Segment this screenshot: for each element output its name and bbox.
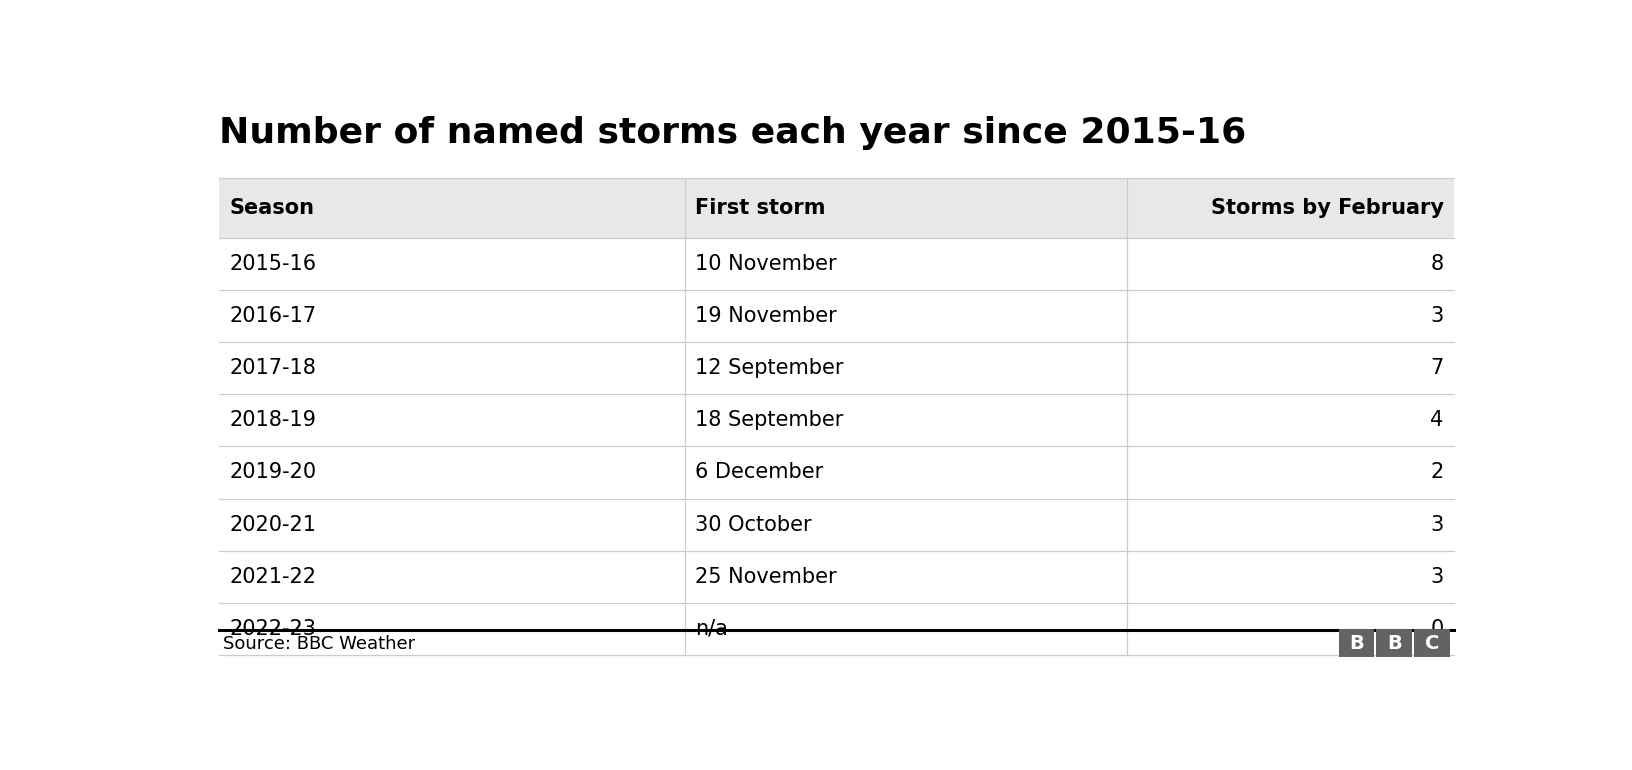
Text: 6 December: 6 December: [695, 463, 823, 483]
Text: 10 November: 10 November: [695, 254, 836, 274]
Bar: [219, 394, 1454, 447]
Bar: [219, 498, 1454, 551]
Text: Number of named storms each year since 2015-16: Number of named storms each year since 2…: [219, 116, 1247, 150]
Text: 2016-17: 2016-17: [228, 306, 317, 326]
Text: First storm: First storm: [695, 198, 826, 218]
Bar: [219, 238, 1454, 290]
Text: n/a: n/a: [695, 619, 728, 639]
Bar: [219, 342, 1454, 394]
Bar: [219, 551, 1454, 603]
Bar: [1338, 629, 1374, 658]
Text: 25 November: 25 November: [695, 567, 836, 587]
Text: 18 September: 18 September: [695, 410, 844, 430]
Text: B: B: [1387, 634, 1402, 653]
Text: 12 September: 12 September: [695, 358, 844, 378]
Text: 2022-23: 2022-23: [228, 619, 317, 639]
Text: 3: 3: [1430, 567, 1443, 587]
Text: 2015-16: 2015-16: [228, 254, 317, 274]
Text: 19 November: 19 November: [695, 306, 837, 326]
Text: 30 October: 30 October: [695, 514, 811, 534]
Text: Season: Season: [228, 198, 315, 218]
Bar: [1415, 629, 1449, 658]
Text: B: B: [1350, 634, 1364, 653]
Text: C: C: [1425, 634, 1439, 653]
Bar: [219, 447, 1454, 498]
Bar: [219, 603, 1454, 655]
Text: 0: 0: [1430, 619, 1443, 639]
Text: 2020-21: 2020-21: [228, 514, 317, 534]
Text: 2: 2: [1430, 463, 1443, 483]
Text: 4: 4: [1430, 410, 1443, 430]
Bar: [219, 290, 1454, 342]
Text: 2021-22: 2021-22: [228, 567, 317, 587]
Text: 2019-20: 2019-20: [228, 463, 317, 483]
Text: Source: BBC Weather: Source: BBC Weather: [224, 634, 415, 653]
Text: 2018-19: 2018-19: [228, 410, 317, 430]
Bar: [1376, 629, 1412, 658]
Text: 3: 3: [1430, 306, 1443, 326]
Text: 7: 7: [1430, 358, 1443, 378]
Text: Storms by February: Storms by February: [1211, 198, 1443, 218]
Text: 8: 8: [1430, 254, 1443, 274]
Text: 2017-18: 2017-18: [228, 358, 317, 378]
Text: 3: 3: [1430, 514, 1443, 534]
